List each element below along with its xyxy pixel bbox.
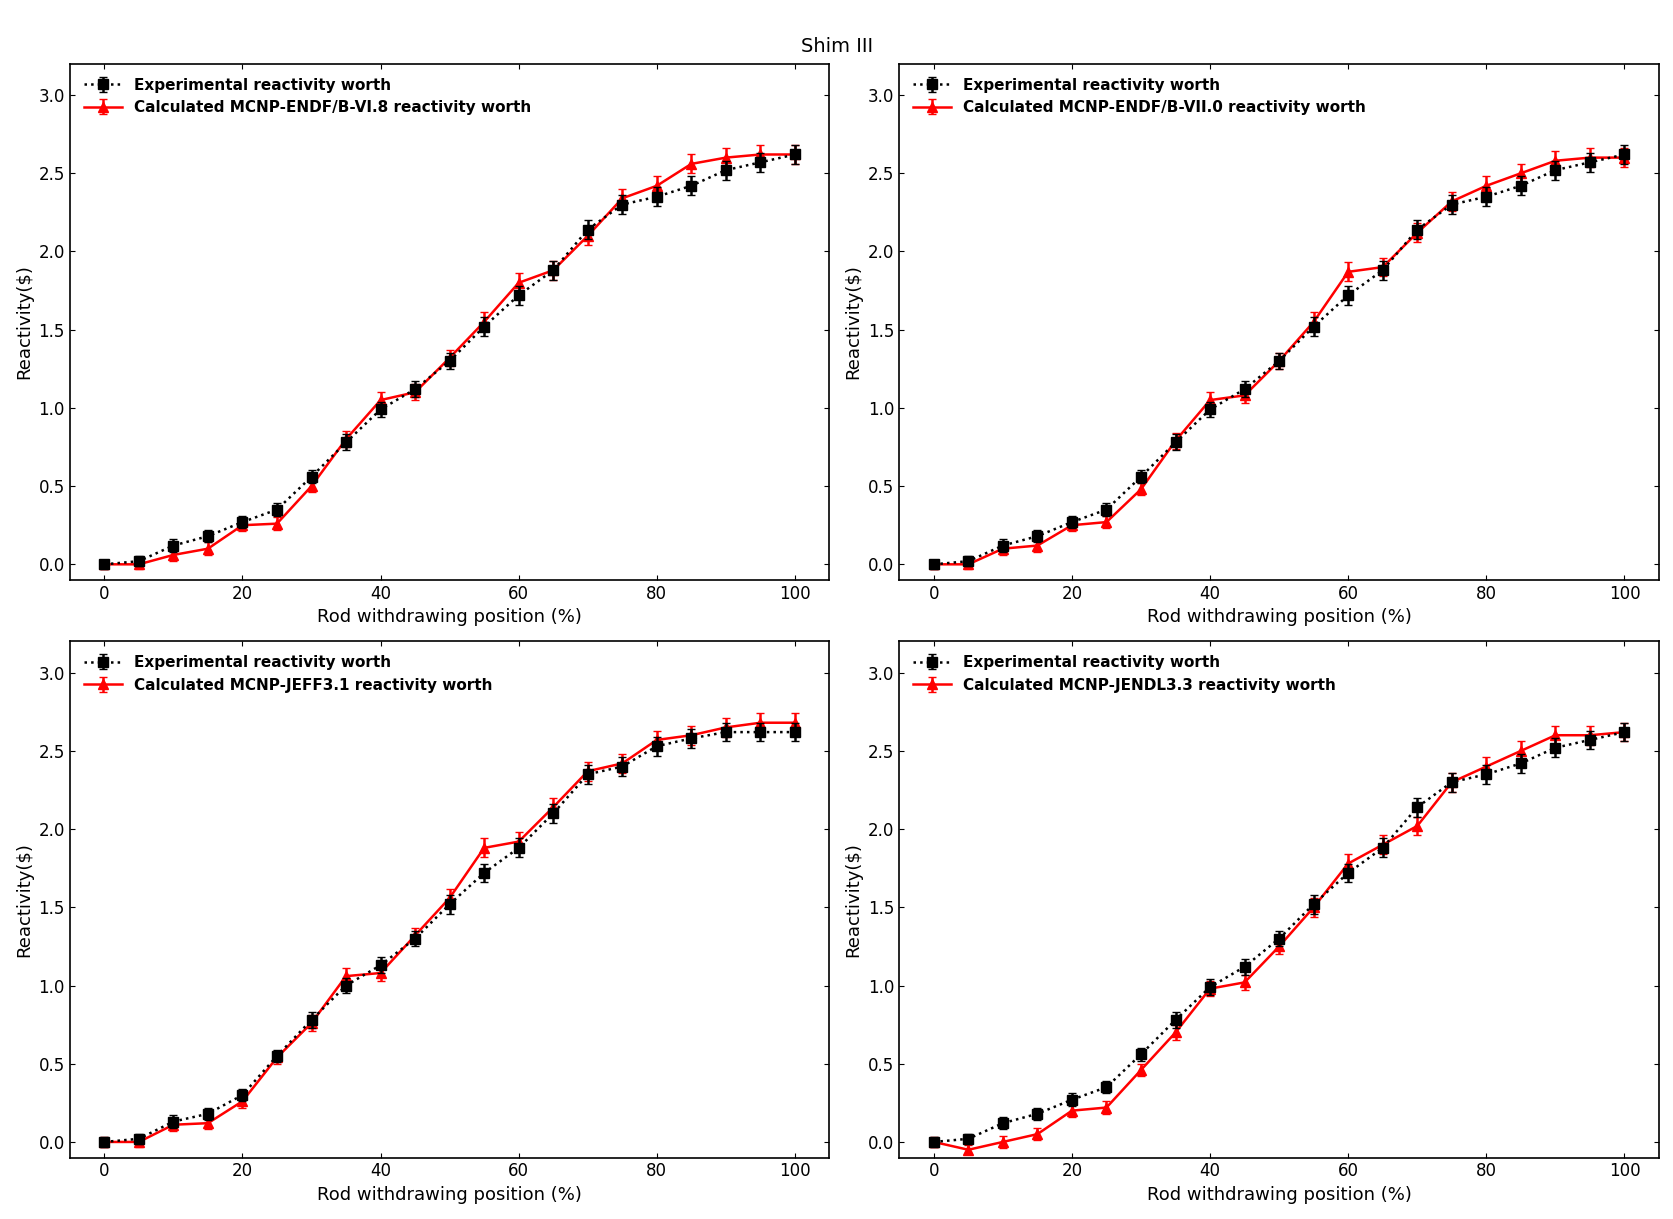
X-axis label: Rod withdrawing position (%): Rod withdrawing position (%) [316, 1186, 582, 1204]
Y-axis label: Reactivity($): Reactivity($) [843, 265, 862, 379]
Legend: Experimental reactivity worth, Calculated MCNP-JEFF3.1 reactivity worth: Experimental reactivity worth, Calculate… [77, 649, 499, 698]
Y-axis label: Reactivity($): Reactivity($) [15, 842, 33, 957]
Y-axis label: Reactivity($): Reactivity($) [843, 842, 862, 957]
X-axis label: Rod withdrawing position (%): Rod withdrawing position (%) [316, 608, 582, 627]
Text: Shim III: Shim III [800, 37, 873, 56]
X-axis label: Rod withdrawing position (%): Rod withdrawing position (%) [1146, 608, 1410, 627]
Y-axis label: Reactivity($): Reactivity($) [15, 265, 33, 379]
X-axis label: Rod withdrawing position (%): Rod withdrawing position (%) [1146, 1186, 1410, 1204]
Legend: Experimental reactivity worth, Calculated MCNP-JENDL3.3 reactivity worth: Experimental reactivity worth, Calculate… [907, 649, 1342, 698]
Legend: Experimental reactivity worth, Calculated MCNP-ENDF/B-VI.8 reactivity worth: Experimental reactivity worth, Calculate… [77, 72, 537, 121]
Legend: Experimental reactivity worth, Calculated MCNP-ENDF/B-VII.0 reactivity worth: Experimental reactivity worth, Calculate… [907, 72, 1372, 121]
